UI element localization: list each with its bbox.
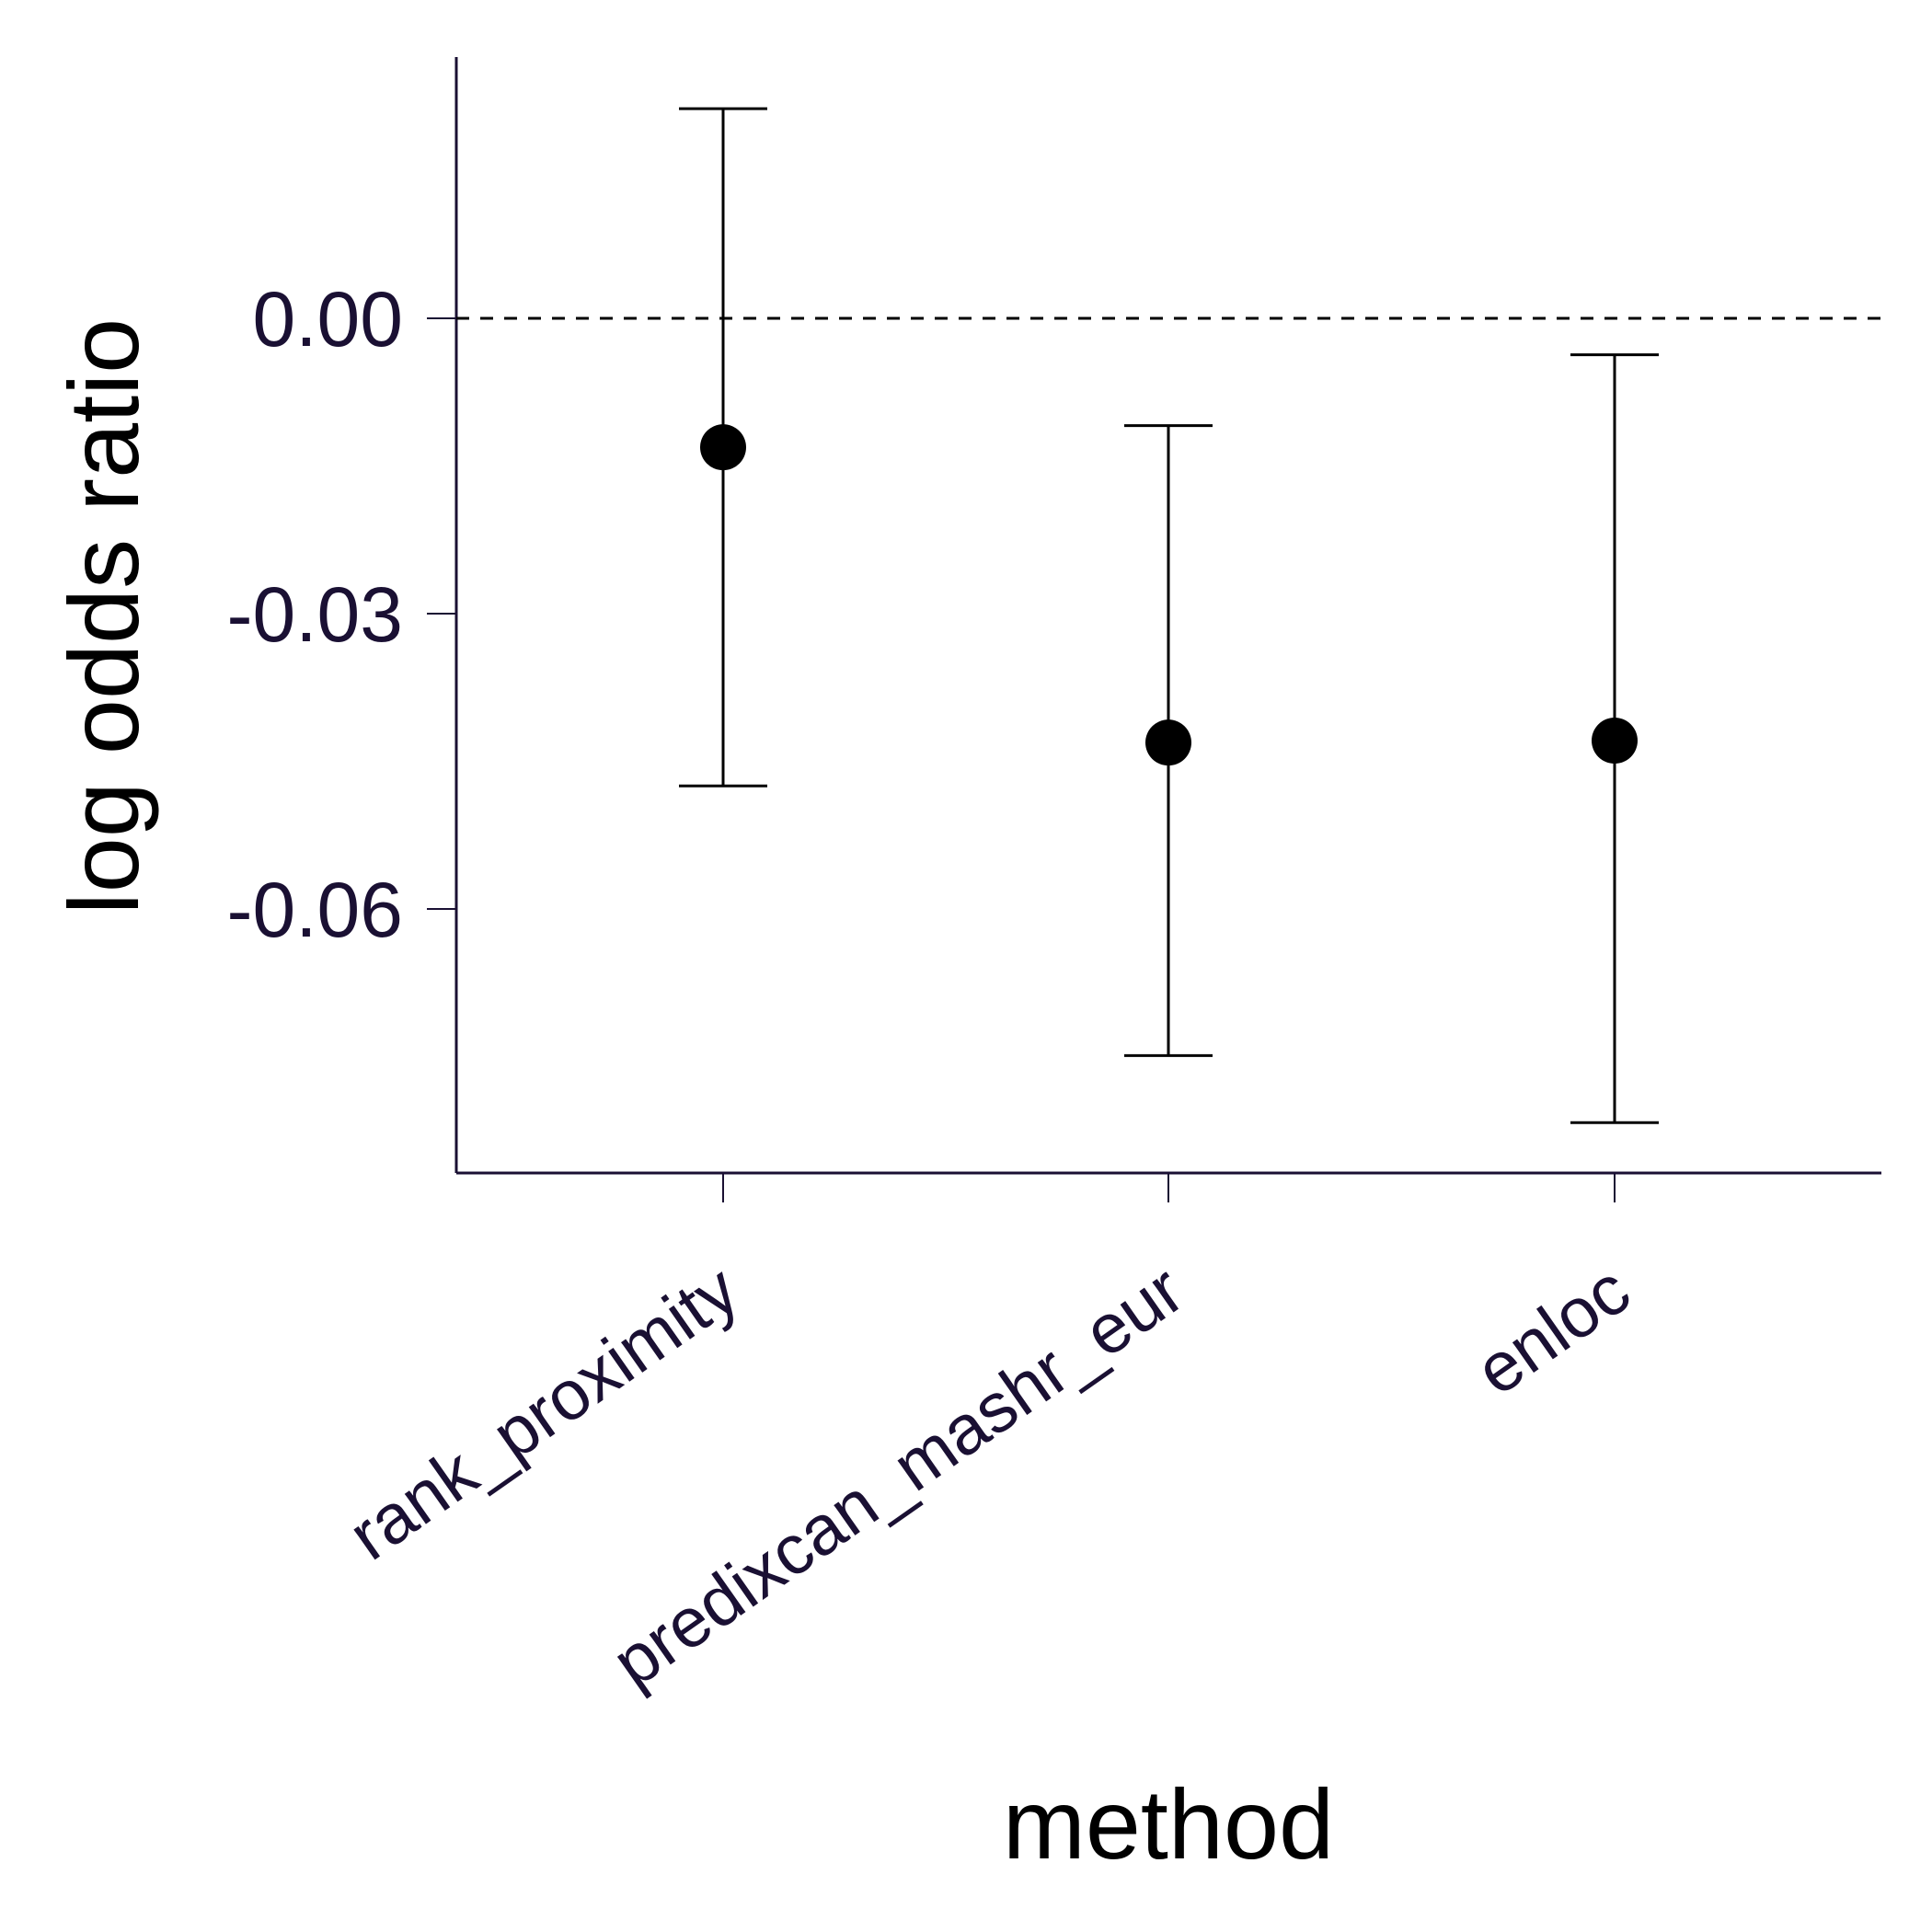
x-tick-label: enloc: [1462, 1250, 1644, 1410]
plot-area: 0.00-0.03-0.06rank_proximitypredixcan_ma…: [227, 57, 1881, 1703]
y-tick-label: -0.06: [227, 867, 403, 953]
point-estimate: [1592, 718, 1638, 765]
y-tick-label: 0.00: [253, 276, 404, 362]
point-estimate: [700, 424, 746, 471]
point-estimate: [1145, 719, 1191, 766]
x-tick-label: rank_proximity: [335, 1250, 753, 1575]
x-axis-title: method: [1003, 1768, 1334, 1880]
y-axis-title: log odds ratio: [48, 318, 159, 914]
y-tick-label: -0.03: [227, 571, 403, 658]
